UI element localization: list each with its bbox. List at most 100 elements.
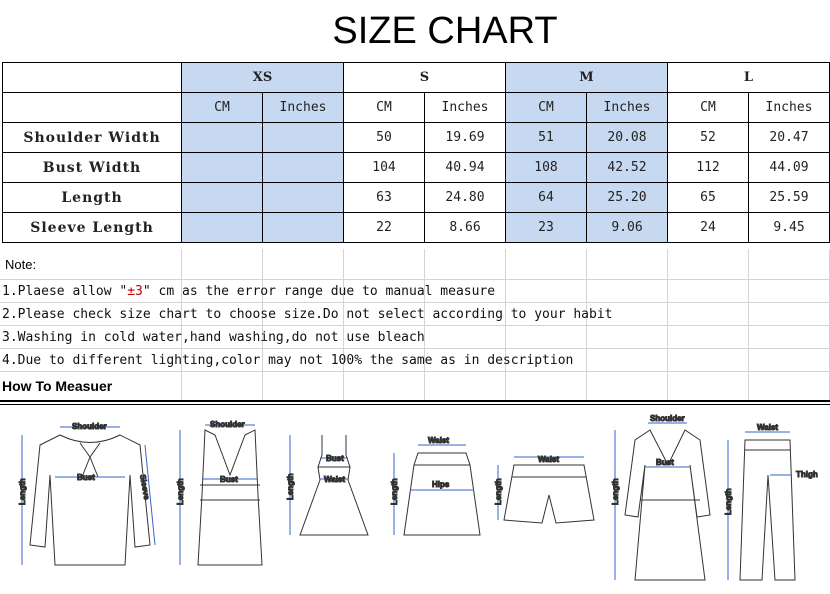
measurement-cell: 25.59 [748, 182, 830, 213]
measurement-cell: 23 [505, 212, 587, 243]
measurement-cell [181, 212, 263, 243]
svg-text:Length: Length [176, 478, 185, 505]
unit-header-inches: Inches [424, 92, 506, 123]
size-m-header: M [505, 62, 668, 93]
svg-text:Hips: Hips [432, 480, 450, 489]
corner-cell [2, 92, 182, 123]
measurement-cell: 42.52 [586, 152, 668, 183]
measurement-cell: 22 [343, 212, 425, 243]
measurement-cell: 20.47 [748, 122, 830, 153]
gridline [0, 348, 830, 349]
measurement-cell: 64 [505, 182, 587, 213]
measurement-cell: 19.69 [424, 122, 506, 153]
table-row: Sleeve Length 22 8.66 23 9.06 24 9.45 [2, 212, 830, 243]
svg-text:Waist: Waist [324, 475, 345, 484]
unit-header-cm: CM [505, 92, 587, 123]
measurement-cell: 65 [667, 182, 749, 213]
measurement-cell: 9.06 [586, 212, 668, 243]
tank-top-illustration: Shoulder Bust Length [176, 420, 263, 566]
svg-text:Length: Length [724, 488, 733, 515]
size-s-header: S [343, 62, 506, 93]
measurement-cell: 51 [505, 122, 587, 153]
unit-header-inches: Inches [262, 92, 344, 123]
measurement-cell: 50 [343, 122, 425, 153]
unit-header-cm: CM [343, 92, 425, 123]
measurement-cell: 8.66 [424, 212, 506, 243]
measurement-cell [262, 122, 344, 153]
measurement-cell: 104 [343, 152, 425, 183]
measurement-cell: 25.20 [586, 182, 668, 213]
size-xs-header: XS [181, 62, 344, 93]
skirt-illustration: Waist Hips Length [390, 436, 481, 536]
note-1: 1.Plaese allow "±3" cm as the error rang… [2, 284, 495, 299]
table-row: Length 63 24.80 64 25.20 65 25.59 [2, 182, 830, 213]
table-row: Shoulder Width 50 19.69 51 20.08 52 20.47 [2, 122, 830, 153]
row-label: Shoulder Width [2, 122, 182, 153]
measurement-cell: 52 [667, 122, 749, 153]
svg-text:Bust: Bust [77, 473, 95, 482]
note-heading: Note: [5, 257, 37, 272]
unit-header-row: CM Inches CM Inches CM Inches CM Inches [2, 92, 830, 123]
gridline [0, 371, 830, 372]
svg-text:Thigh: Thigh [796, 470, 818, 479]
row-label: Length [2, 182, 182, 213]
svg-text:Bust: Bust [656, 458, 674, 467]
svg-text:Length: Length [286, 473, 295, 500]
error-range: ±3 [127, 284, 143, 299]
size-table: XS S M L CM Inches CM Inches CM Inches CM Inche… [2, 62, 830, 243]
measurement-cell [181, 182, 263, 213]
table-row: Bust Width 104 40.94 108 42.52 112 44.09 [2, 152, 830, 183]
measurement-cell: 108 [505, 152, 587, 183]
double-divider [0, 400, 830, 405]
gridline [0, 325, 830, 326]
measurement-cell: 40.94 [424, 152, 506, 183]
row-label: Bust Width [2, 152, 182, 183]
measurement-cell [181, 152, 263, 183]
unit-header-cm: CM [667, 92, 749, 123]
measurement-cell [181, 122, 263, 153]
measurement-cell: 9.45 [748, 212, 830, 243]
unit-header-cm: CM [181, 92, 263, 123]
svg-text:Shoulder: Shoulder [210, 420, 245, 429]
measurement-cell [262, 182, 344, 213]
svg-text:Length: Length [611, 478, 620, 505]
svg-text:Waist: Waist [428, 436, 449, 445]
unit-header-inches: Inches [586, 92, 668, 123]
l: Sleeve [138, 474, 151, 501]
note-3: 3.Washing in cold water,hand washing,do … [2, 330, 425, 345]
svg-text:Shoulder: Shoulder [72, 422, 107, 431]
how-to-measure-heading: How To Measuer [2, 378, 113, 394]
measurement-cell: 24 [667, 212, 749, 243]
svg-text:Waist: Waist [757, 423, 778, 432]
shorts-illustration: Waist Length [494, 455, 595, 524]
corner-cell [2, 62, 182, 93]
svg-text:Length: Length [390, 478, 399, 505]
svg-text:Length: Length [494, 478, 503, 505]
measurement-illustrations: Shoulder Bust Length Sleeve Shoulder Bus… [18, 414, 818, 581]
measurement-cell: 24.80 [424, 182, 506, 213]
note-4: 4.Due to different lighting,color may no… [2, 353, 574, 368]
coat-illustration: Shoulder Bust Length [611, 414, 711, 581]
measurement-cell [262, 212, 344, 243]
gridline [0, 279, 830, 280]
note-1-text: 1.Plaese allow " [2, 284, 128, 299]
dress-illustration: Bust Waist Length [286, 435, 369, 536]
measurement-cell: 44.09 [748, 152, 830, 183]
row-label: Sleeve Length [2, 212, 182, 243]
sheet-gridlines [0, 249, 830, 401]
measurement-cell: 63 [343, 182, 425, 213]
size-header-row: XS S M L [2, 62, 830, 93]
page-title: SIZE CHART [332, 10, 558, 52]
note-1-text-end: " cm as the error range due to manual me… [142, 284, 496, 299]
pants-illustration: Waist Thigh Length [724, 423, 818, 581]
measurement-cell [262, 152, 344, 183]
measurement-cell: 112 [667, 152, 749, 183]
blouse-illustration: Shoulder Bust Length Sleeve [18, 422, 156, 566]
measurement-cell: 20.08 [586, 122, 668, 153]
svg-text:Bust: Bust [326, 454, 344, 463]
size-l-header: L [667, 62, 830, 93]
svg-text:Waist: Waist [538, 455, 559, 464]
svg-text:Bust: Bust [220, 475, 238, 484]
svg-text:Shoulder: Shoulder [650, 414, 685, 423]
